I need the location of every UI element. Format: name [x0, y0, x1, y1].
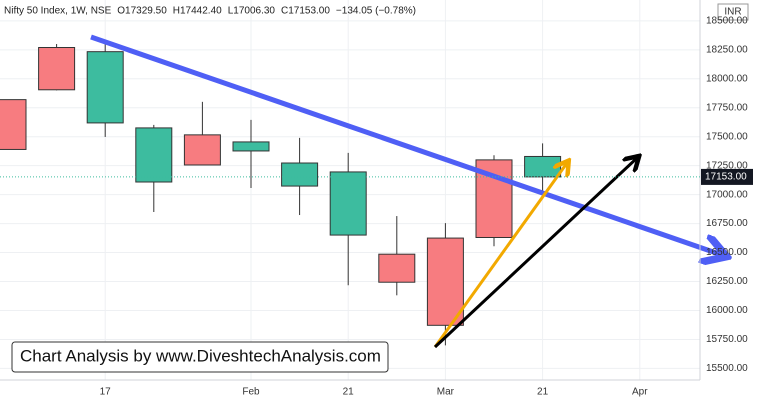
x-tick-label: Mar [437, 387, 455, 398]
annotation-box [11, 341, 389, 373]
candle-body [86, 51, 124, 124]
candle-body [281, 162, 319, 187]
arrow [433, 158, 637, 349]
candle-body [0, 99, 27, 150]
header-text: H17442.40 [173, 6, 222, 17]
candle-body [329, 171, 367, 236]
y-tick-label: 17000.00 [706, 189, 748, 200]
candle-body [378, 253, 416, 283]
x-tick-label: 17 [100, 387, 112, 398]
y-tick-label: 17250.00 [706, 160, 748, 171]
candle-body [232, 141, 270, 152]
y-tick-label: 15500.00 [706, 363, 748, 374]
y-tick-label: 16500.00 [706, 247, 748, 258]
currency: INR [724, 7, 741, 18]
header-text: O17329.50 [117, 6, 167, 17]
y-tick-label: 16250.00 [706, 276, 748, 287]
header-text: −134.05 (−0.78%) [336, 6, 416, 17]
y-tick-label: 15750.00 [706, 334, 748, 345]
y-tick-label: 18000.00 [706, 73, 748, 84]
price-tag [701, 168, 753, 185]
candle-body [38, 47, 76, 91]
x-tick-label: Apr [632, 387, 648, 398]
trend-line [90, 34, 722, 255]
header-text: L17006.30 [228, 6, 276, 17]
header: Nifty 50 Index, 1W, NSE O17329.50 H17442.4… [4, 6, 416, 17]
y-tick-label: 16000.00 [706, 305, 748, 316]
arrow [433, 163, 567, 348]
y-tick-label: 18250.00 [706, 44, 748, 55]
x-tick-label: 21 [343, 387, 355, 398]
y-tick-label: 16750.00 [706, 218, 748, 229]
candle-body [426, 237, 464, 326]
x-tick-label: Feb [242, 387, 260, 398]
header-text: Nifty 50 Index, 1W, NSE [4, 6, 112, 17]
currency-box [717, 3, 749, 21]
y-tick-label: 17750.00 [706, 102, 748, 113]
x-tick-label: 21 [537, 387, 549, 398]
price-tag-label: 17153.00 [705, 172, 747, 183]
candle-body [183, 134, 221, 166]
candles [0, 39, 562, 346]
candle-body [524, 155, 562, 178]
y-tick-label: 18500.00 [706, 15, 748, 26]
annotation: Chart Analysis by www.DiveshtechAnalysis… [20, 346, 381, 365]
y-tick-label: 17500.00 [706, 131, 748, 142]
header-text: C17153.00 [281, 6, 330, 17]
candle-body [135, 127, 173, 183]
